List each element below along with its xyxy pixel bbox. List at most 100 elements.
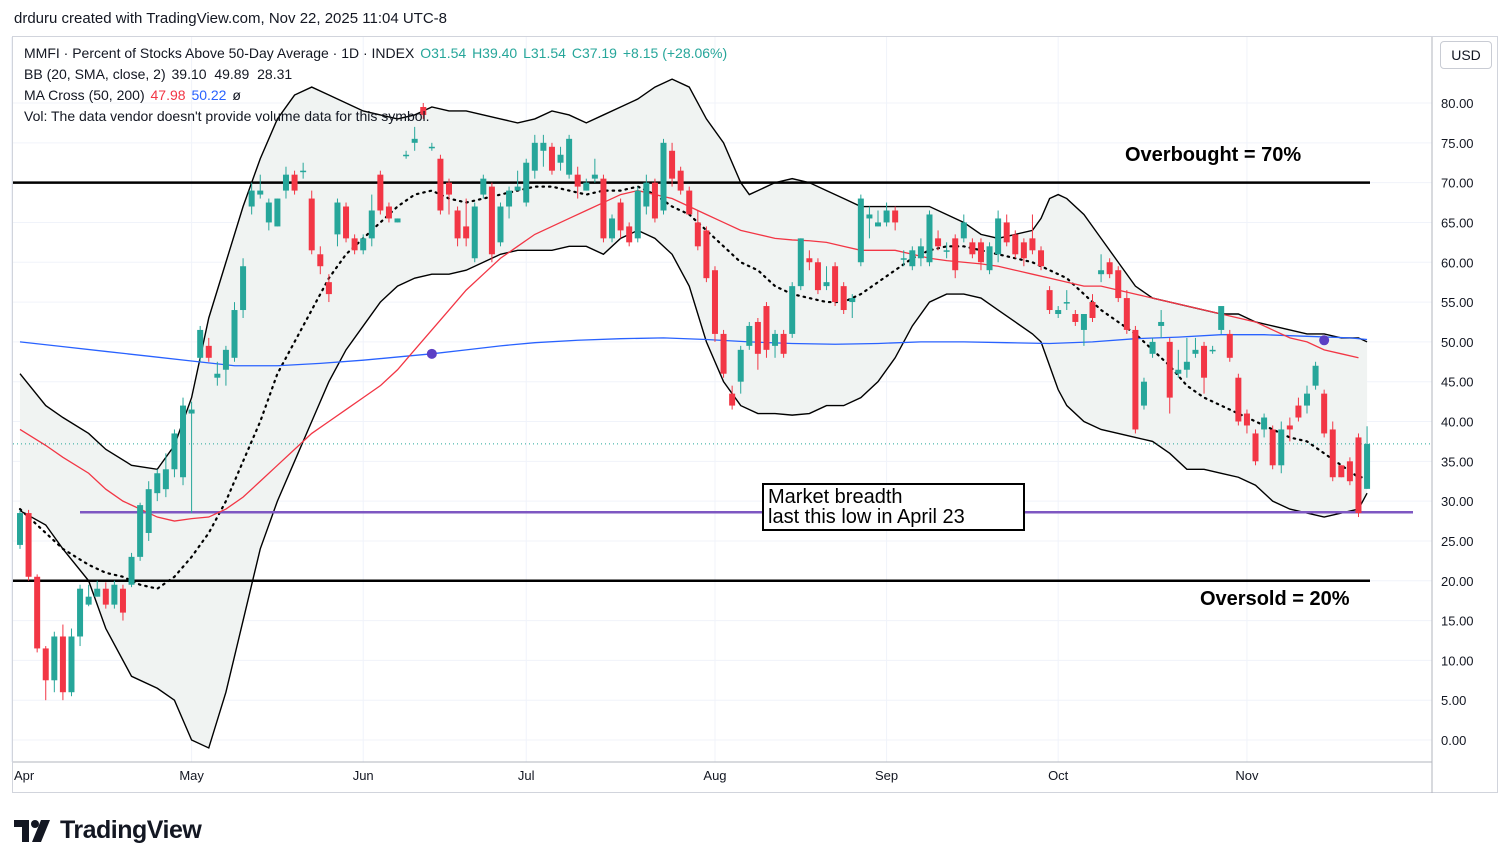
y-tick-label: 50.00 [1441,335,1474,350]
candle-body [437,158,444,211]
candle-body [291,174,298,191]
y-tick-label: 15.00 [1441,614,1474,629]
candle-body [789,286,796,334]
candle-body [729,393,736,406]
candle-body [463,226,470,239]
candle-body [875,222,881,227]
candle-body [197,329,204,358]
candle-body [995,218,1002,255]
candle-body [1132,329,1139,430]
candle-body [180,405,187,478]
x-tick-label: Sep [875,768,898,783]
candle-body [797,238,804,287]
candle-body [1106,262,1113,275]
candle-body [205,345,212,358]
candle-body [1261,417,1268,430]
candle-body [1295,405,1302,418]
candle-body [377,174,384,211]
candle-body [1243,413,1250,426]
tradingview-logo-icon [14,819,50,842]
candle-body [300,170,307,173]
candle-body [1183,361,1190,370]
candle-body [1123,298,1130,330]
chart-frame[interactable] [12,36,1498,793]
candle-body [1115,270,1122,299]
y-tick-label: 70.00 [1441,176,1474,191]
candle-body [909,250,916,267]
candle-body [1312,365,1319,386]
candle-body [231,310,238,358]
candle-body [806,258,813,263]
candle-body [943,250,950,252]
horizontal-lines [13,181,1413,582]
legend-ma-row: MA Cross (50, 200) 47.98 50.22 ø [24,87,243,103]
candle-body [523,162,530,203]
candle-body [248,190,255,207]
legend-ma200: 50.22 [191,87,227,103]
candle-body [1003,222,1010,243]
candle-body [1175,369,1182,374]
candle-body [574,174,581,187]
candle-body [214,373,221,378]
axes: 80.00 75.00 70.00 65.00 60.00 55.00 50.00 45.00… [13,37,1474,793]
candle-body [428,146,435,149]
candle-body [1278,429,1285,466]
candle-body [1158,321,1165,326]
candle-body [857,198,864,263]
candle-body [711,270,718,334]
candle-body [531,142,538,171]
candle-body [188,409,195,414]
candle-body [900,258,907,260]
candle-body [960,222,967,239]
overbought-label: Overbought = 70% [1125,144,1302,166]
candle-body [1269,429,1276,466]
candle-body [626,226,633,243]
y-tick-label: 35.00 [1441,454,1474,469]
candle-body [360,238,367,251]
tradingview-logo[interactable]: TradingView [14,816,202,845]
currency-button[interactable]: USD [1440,41,1492,69]
candle-body [25,513,32,577]
candle-body [1355,437,1362,514]
candle-body [68,636,75,693]
candle-body [643,182,650,207]
candle-body [832,266,839,303]
candle-body [420,106,427,115]
candle-body [814,262,821,291]
legend-vol: Vol: The data vendor doesn't provide vol… [24,108,430,124]
candle-body [660,142,667,211]
market-breadth-line1: Market breadth [768,486,903,508]
candle-body [351,238,358,251]
candle-body [385,206,392,219]
candle-body [282,174,289,191]
candle-body [935,238,942,247]
candle-body [59,636,66,693]
candle-body [669,150,676,179]
candle-body [1201,345,1208,378]
legend-symbol: MMFI · Percent of Stocks Above 50-Day Av… [24,45,415,61]
candle-body [651,182,658,219]
candle-body [514,186,521,191]
candle-body [883,210,890,223]
legend-vol-row: Vol: The data vendor doesn't provide vol… [24,108,432,124]
candle-body [42,648,49,681]
candle-body [1346,461,1353,482]
legend-bb-row: BB (20, SMA, close, 2) 39.10 49.89 28.31 [24,66,294,82]
candle-body [454,210,461,239]
y-tick-label: 5.00 [1441,693,1466,708]
ma-cross-marker [426,348,437,359]
ma200-line [19,334,1368,367]
x-tick-label: Apr [14,768,35,783]
legend-change: +8.15 (+28.06%) [622,45,728,61]
tradingview-wordmark: TradingView [60,816,202,844]
candle-body [677,170,684,191]
candle-body [1286,425,1293,430]
y-tick-label: 80.00 [1441,96,1474,111]
candle-body [617,202,624,231]
y-tick-label: 25.00 [1441,534,1474,549]
candle-body [634,190,641,239]
candle-body [119,588,126,613]
y-tick-label: 65.00 [1441,215,1474,230]
candle-body [1166,341,1173,398]
